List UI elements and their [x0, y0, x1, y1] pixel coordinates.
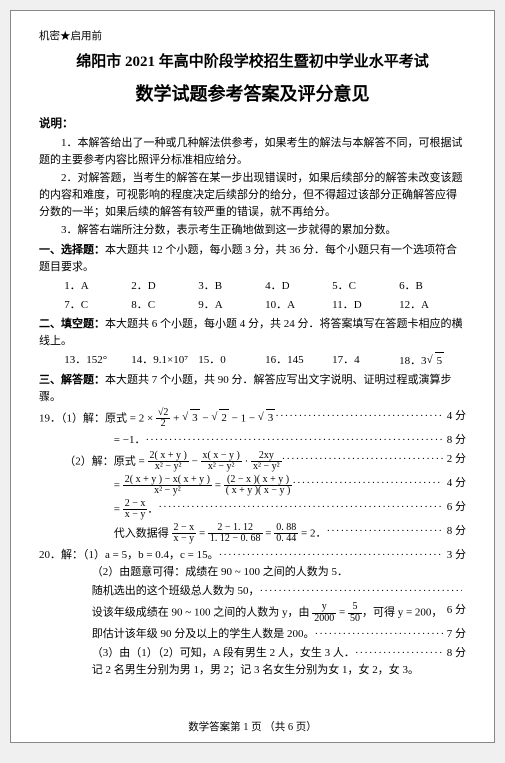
q19-2-expr1: （2）解：原式 = 2( x + y )x² − y² − x( x − y )… [64, 451, 281, 473]
exam-subtitle: 数学试题参考答案及评分意见 [39, 81, 466, 109]
section-1: 一、选择题：本大题共 12 个小题，每小题 3 分，共 36 分．每个小题只有一… [39, 242, 466, 276]
q20-line6: （3）由（1）（2）可知，A 段有男生 2 人，女生 3 人． ········… [39, 645, 466, 662]
q19-2-line3: = 2 − xx − y． ··························… [39, 499, 466, 521]
choice-row-1: 1．A 2．D 3．B 4．D 5．C 6．B [39, 278, 466, 295]
q20-line1: 20．解：（1）a = 5，b = 0.4，c = 15。 ··········… [39, 547, 466, 564]
dots: ········································… [326, 523, 442, 545]
ans-5: 5．C [332, 278, 399, 295]
q19-1-res: = −1． [114, 432, 146, 449]
q20-pts3 [462, 583, 466, 600]
section-3: 三、解答题：本大题共 7 个小题，共 90 分．解答应写出文字说明、证明过程或演… [39, 372, 466, 406]
choice-row-2: 7．C 8．C 9．A 10．A 11．D 12．A [39, 297, 466, 314]
instruction-p2: 2．对解答题，当考生的解答在某一步出现错误时，如果后续部分的解答未改变该题的内容… [39, 170, 466, 221]
ans-4: 4．D [265, 278, 332, 295]
page-footer: 数学答案第 1 页 （共 6 页） [11, 720, 494, 736]
instruction-p1: 1．本解答给出了一种或几种解法供参考，如果考生的解法与本解答不同，可根据试题的主… [39, 135, 466, 169]
classification: 机密★启用前 [39, 29, 466, 45]
q20-l1: 20．解：（1）a = 5，b = 0.4，c = 15。 [39, 547, 219, 564]
q19-2-pts1: 2 分 [443, 451, 466, 473]
q19-2-expr3: = 2 − xx − y． [114, 499, 159, 521]
dots: ········································… [315, 626, 443, 643]
ans-8: 8．C [131, 297, 198, 314]
q19-2-pts4: 8 分 [443, 523, 466, 545]
s3-head: 三、解答题： [39, 374, 105, 386]
s1-head: 一、选择题： [39, 244, 105, 256]
instructions-label: 说明： [39, 116, 466, 134]
q20-line7: 记 2 名男生分别为男 1，男 2；记 3 名女生分别为女 1，女 2，女 3。 [39, 662, 466, 679]
ans-7: 7．C [64, 297, 131, 314]
q19-1-pts2: 8 分 [443, 432, 466, 449]
q19-2-expr2: = 2( x + y ) − x( x + y )x² − y² = (2 − … [114, 475, 293, 497]
dots: ········································… [355, 645, 443, 662]
q20-pts1: 3 分 [443, 547, 466, 564]
exam-title: 绵阳市 2021 年高中阶段学校招生暨初中学业水平考试 [39, 51, 466, 74]
q19-2-line2: = 2( x + y ) − x( x + y )x² − y² = (2 − … [39, 475, 466, 497]
instruction-p3: 3．解答右端所注分数，表示考生正确地做到这一步就得的累加分数。 [39, 222, 466, 239]
ans-3: 3．B [198, 278, 265, 295]
q20-l4: 设该年级成绩在 90 ~ 100 之间的人数为 y，由 y2000 = 550，… [92, 602, 443, 624]
dots: ········································… [282, 451, 443, 473]
q19-2-line1: （2）解：原式 = 2( x + y )x² − y² − x( x − y )… [39, 451, 466, 473]
ans-10: 10．A [265, 297, 332, 314]
ans-9: 9．A [198, 297, 265, 314]
dots: ········································… [275, 408, 442, 430]
q20-line4: 设该年级成绩在 90 ~ 100 之间的人数为 y，由 y2000 = 550，… [39, 602, 466, 624]
dots: ········································… [145, 432, 442, 449]
dots: ········································… [260, 583, 462, 600]
q19-2-expr4: 代入数据得 2 − xx − y = 2 − 1. 121. 12 − 0. 6… [114, 523, 327, 545]
ans-16: 16．145 [265, 352, 332, 370]
q19-1-pts1: 4 分 [443, 408, 466, 430]
ans-1: 1．A [64, 278, 131, 295]
ans-13: 13．152° [64, 352, 131, 370]
q19-1-line2: = −1． ··································… [39, 432, 466, 449]
document-page: 机密★启用前 绵阳市 2021 年高中阶段学校招生暨初中学业水平考试 数学试题参… [10, 10, 495, 743]
q19-2-line4: 代入数据得 2 − xx − y = 2 − 1. 121. 12 − 0. 6… [39, 523, 466, 545]
ans-17: 17．4 [332, 352, 399, 370]
q20-pts5: 7 分 [443, 626, 466, 643]
s2-head: 二、填空题： [39, 318, 105, 330]
ans-2: 2．D [131, 278, 198, 295]
ans-18: 18．35 [399, 352, 466, 370]
q20-line2: （2）由题意可得：成绩在 90 ~ 100 之间的人数为 5． [39, 564, 466, 581]
ans-14: 14．9.1×10⁷ [131, 352, 198, 370]
fill-row: 13．152° 14．9.1×10⁷ 15．0 16．145 17．4 18．3… [39, 352, 466, 370]
q20-l5: 即估计该年级 90 分及以上的学生人数是 200。 [92, 626, 315, 643]
q19-1-expr: 19．（1）解：原式 = 2 × √22 + 3 − 2 − 1 − 3 [39, 408, 275, 430]
dots: ········································… [292, 475, 442, 497]
dots: ········································… [219, 547, 443, 564]
q19-1-line1: 19．（1）解：原式 = 2 × √22 + 3 − 2 − 1 − 3 ···… [39, 408, 466, 430]
q20-pts4: 6 分 [443, 602, 466, 624]
section-2: 二、填空题：本大题共 6 个小题，每小题 4 分，共 24 分．将答案填写在答题… [39, 316, 466, 350]
ans-12: 12．A [399, 297, 466, 314]
ans-11: 11．D [332, 297, 399, 314]
ans-15: 15．0 [198, 352, 265, 370]
q19-2-pts2: 4 分 [443, 475, 466, 497]
dots: ········································… [158, 499, 442, 521]
q20-line3: 随机选出的这个班级总人数为 50， ······················… [39, 583, 466, 600]
q20-line5: 即估计该年级 90 分及以上的学生人数是 200。 ··············… [39, 626, 466, 643]
q20-l6: （3）由（1）（2）可知，A 段有男生 2 人，女生 3 人． [92, 645, 355, 662]
ans-6: 6．B [399, 278, 466, 295]
q20-pts6: 8 分 [443, 645, 466, 662]
q19-2-pts3: 6 分 [443, 499, 466, 521]
q20-l3: 随机选出的这个班级总人数为 50， [92, 583, 260, 600]
